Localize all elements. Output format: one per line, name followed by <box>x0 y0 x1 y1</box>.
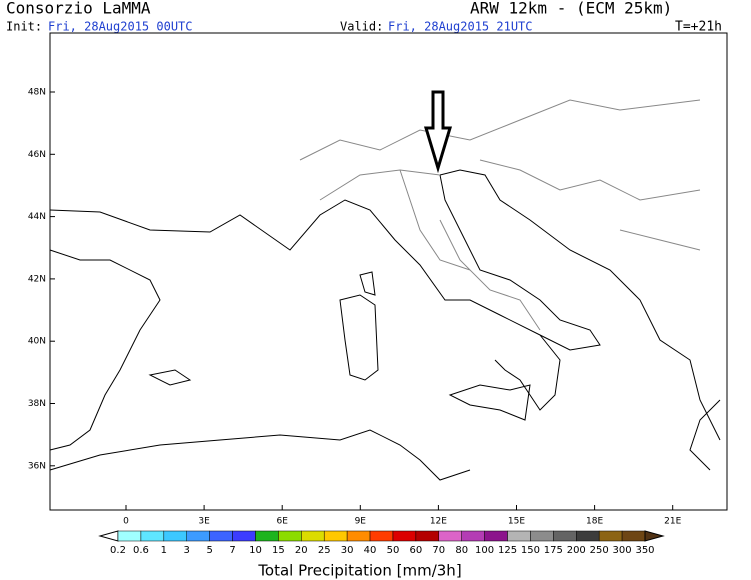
colorbar-label: 50 <box>387 545 400 556</box>
colorbar-title: Total Precipitation [mm/3h] <box>257 562 461 580</box>
colorbar-box <box>415 530 440 542</box>
colorbar-box <box>530 530 554 542</box>
coastlines <box>49 169 721 481</box>
colorbar-box <box>186 530 210 542</box>
colorbar-label: 175 <box>544 545 563 556</box>
lat-label: 44N <box>28 212 46 222</box>
colorbar-box <box>117 530 142 542</box>
colorbar-label: 25 <box>318 545 331 556</box>
colorbar-box <box>255 530 279 542</box>
lat-label: 40N <box>28 337 46 347</box>
colorbar-box <box>598 530 623 542</box>
lat-label: 36N <box>28 461 46 471</box>
colorbar-label: 80 <box>455 545 468 556</box>
colorbar-label: 40 <box>364 545 377 556</box>
colorbar-box <box>346 530 371 542</box>
colorbar-box <box>163 530 187 542</box>
borders <box>299 99 701 331</box>
colorbar-box <box>576 530 600 542</box>
lon-label: 9E <box>355 517 367 527</box>
lon-label: 6E <box>276 517 288 527</box>
lon-label: 0 <box>123 517 129 527</box>
colorbar-box <box>140 530 165 542</box>
lead-time: T=+21h <box>675 20 722 35</box>
colorbar-box <box>461 530 485 542</box>
colorbar-label: 70 <box>432 545 445 556</box>
colorbar-label: 250 <box>590 545 609 556</box>
valid-label: Valid: <box>340 20 383 34</box>
colorbar-cap <box>644 530 665 542</box>
colorbar-label: 1 <box>161 545 167 556</box>
colorbar-label: 20 <box>295 545 308 556</box>
lon-label: 21E <box>664 517 681 527</box>
colorbar-box <box>553 530 577 542</box>
colorbar-box <box>232 530 256 542</box>
colorbar-box <box>278 530 302 542</box>
colorbar-label: 10 <box>249 545 262 556</box>
colorbar-box <box>301 530 325 542</box>
colorbar-box <box>209 530 233 542</box>
lon-label: 18E <box>586 517 603 527</box>
colorbar-label: 5 <box>206 545 212 556</box>
colorbar-label: 150 <box>521 545 540 556</box>
title: Consorzio LaMMA <box>6 0 151 18</box>
valid-time: Fri, 28Aug2015 21UTC <box>388 20 533 34</box>
colorbar-label: 0.2 <box>110 545 126 556</box>
colorbar-box <box>323 530 348 542</box>
colorbar-label: 30 <box>341 545 354 556</box>
colorbar-label: 125 <box>498 545 517 556</box>
lon-label: 15E <box>508 517 525 527</box>
lon-label: 3E <box>198 517 210 527</box>
colorbar-box <box>621 530 646 542</box>
colorbar-box <box>369 530 394 542</box>
colorbar-box <box>484 530 508 542</box>
lat-label: 48N <box>28 88 46 98</box>
colorbar-label: 0.6 <box>133 545 149 556</box>
lat-label: 42N <box>28 274 46 284</box>
colorbar-box <box>507 530 531 542</box>
colorbar-label: 15 <box>272 545 285 556</box>
lat-label: 38N <box>28 399 46 409</box>
colorbar-label: 300 <box>613 545 632 556</box>
colorbar-label: 7 <box>229 545 235 556</box>
colorbar-label: 200 <box>567 545 586 556</box>
colorbar-label: 60 <box>410 545 423 556</box>
colorbar-cap <box>98 530 119 542</box>
model: ARW 12km - (ECM 25km) <box>470 0 672 18</box>
colorbar-label: 350 <box>635 545 654 556</box>
lon-label: 12E <box>430 517 447 527</box>
colorbar-box <box>392 530 417 542</box>
arrow <box>423 90 453 174</box>
init-label: Init: <box>6 20 42 34</box>
init-time: Fri, 28Aug2015 00UTC <box>48 20 193 34</box>
colorbar-box <box>438 530 462 542</box>
map-frame <box>49 32 728 511</box>
lat-label: 46N <box>28 150 46 160</box>
colorbar-label: 100 <box>475 545 494 556</box>
colorbar-label: 3 <box>184 545 190 556</box>
